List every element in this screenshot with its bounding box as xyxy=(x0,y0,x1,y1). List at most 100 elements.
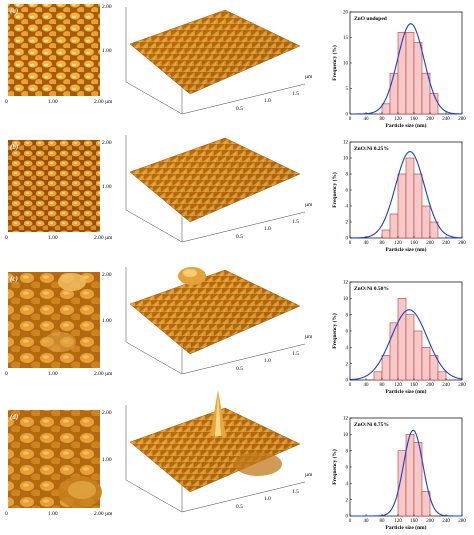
histogram-bar xyxy=(437,371,447,381)
y-tick-label: 0 xyxy=(346,113,349,118)
x-tick-label: 240 xyxy=(442,117,450,122)
afm-3d-peak xyxy=(215,394,221,436)
afm-2d-image xyxy=(8,4,100,96)
histogram-title: ZnO:Ni 0.25% xyxy=(354,146,389,152)
panel-label: (d) xyxy=(10,413,18,421)
afm-3d-axis xyxy=(181,343,306,375)
y-tick-label: 12 xyxy=(343,141,349,146)
x-tick-label: 160 xyxy=(410,519,418,524)
histogram-bar xyxy=(429,355,439,381)
x-axis-label: Particle size (nm) xyxy=(386,524,427,531)
x-tick-label: 120 xyxy=(394,383,402,388)
histogram-bar xyxy=(421,205,431,239)
afm-tick-label: µm xyxy=(305,74,313,80)
y-tick-label: 2 xyxy=(346,498,349,503)
afm-2d-panel: (d) 0 1.00 2.00 µm 2.00 1.00 xyxy=(5,410,113,517)
histogram-title: ZnO undoped xyxy=(354,16,387,22)
histogram-panel: 0 40 80 120 160 200 240 280 0 5 10 15 20 ZnO undoped P… xyxy=(331,11,466,129)
x-tick-label: 120 xyxy=(394,241,402,246)
x-tick-label: 160 xyxy=(410,117,418,122)
afm-tick-label: 0 xyxy=(5,511,8,517)
afm-2d-highlight xyxy=(44,332,76,352)
afm-tick-label: 0 xyxy=(5,371,8,377)
afm-tick-label: 1.5 xyxy=(292,91,299,97)
afm-2d-highlight xyxy=(58,273,86,291)
y-tick-label: 8 xyxy=(346,173,349,178)
x-tick-label: 240 xyxy=(442,241,450,246)
histogram-title: ZnO:Ni 0.75% xyxy=(354,422,389,428)
y-axis-label: Frequency (%) xyxy=(331,45,338,81)
y-tick-label: 6 xyxy=(346,466,349,471)
x-tick-label: 40 xyxy=(364,117,370,122)
afm-tick-label: 1.00 xyxy=(48,511,58,517)
afm-tick-label: 0 xyxy=(5,235,8,241)
x-tick-label: 200 xyxy=(426,383,434,388)
histogram-panel: 0 40 80 120 160 200 240 280 0 2 4 6 8 10 12 ZnO:Ni 0.25… xyxy=(331,141,466,253)
y-tick-label: 20 xyxy=(343,11,349,16)
x-tick-label: 200 xyxy=(426,241,434,246)
gaussian-fit-line xyxy=(350,23,463,115)
afm-3d-axis xyxy=(181,481,306,513)
y-tick-label: 6 xyxy=(346,330,349,335)
afm-tick-label: 2.00 xyxy=(102,4,112,10)
x-axis-label: Particle size (nm) xyxy=(386,122,427,129)
afm-tick-label: 1.5 xyxy=(292,219,299,225)
afm-3d-axis xyxy=(125,479,183,513)
afm-2d-image xyxy=(8,140,100,232)
y-tick-label: 5 xyxy=(346,87,349,92)
afm-tick-label: 0.5 xyxy=(236,504,243,510)
y-axis-label: Frequency (%) xyxy=(331,313,338,349)
afm-tick-label: 2.00 xyxy=(102,410,112,416)
afm-3d-shading xyxy=(130,408,300,492)
y-axis-label: Frequency (%) xyxy=(331,172,338,208)
afm-tick-label: µm xyxy=(305,472,313,478)
y-tick-label: 10 xyxy=(343,433,349,438)
afm-tick-label: 2.00 µm xyxy=(94,235,113,241)
afm-3d-shading xyxy=(130,270,300,354)
y-tick-label: 10 xyxy=(343,62,349,67)
gaussian-fit-line xyxy=(350,429,462,517)
x-tick-label: 120 xyxy=(394,519,402,524)
x-tick-label: 0 xyxy=(349,383,352,388)
x-tick-label: 0 xyxy=(349,519,352,524)
histogram-bar xyxy=(413,173,423,239)
histogram-bar xyxy=(405,32,415,115)
x-tick-label: 280 xyxy=(458,519,466,524)
histogram-panel: 0 40 80 120 160 200 240 280 0 2 4 6 8 10 12 ZnO:Ni 0.50… xyxy=(331,281,466,395)
afm-tick-label: 1.5 xyxy=(292,489,299,495)
y-tick-label: 10 xyxy=(343,157,349,162)
afm-2d-panel: (a) 0 1.00 2.00 µm 2.00 1.00 xyxy=(5,4,113,105)
afm-tick-label: µm xyxy=(305,334,313,340)
y-tick-label: 4 xyxy=(346,346,349,351)
y-tick-label: 0 xyxy=(346,515,349,520)
histogram-bar xyxy=(429,221,439,239)
afm-tick-label: 0.5 xyxy=(236,234,243,240)
afm-tick-label: 2.00 xyxy=(102,272,112,278)
x-tick-label: 280 xyxy=(458,383,466,388)
afm-tick-label: 1.00 xyxy=(102,457,112,463)
afm-tick-label: 0.5 xyxy=(236,366,243,372)
y-tick-label: 10 xyxy=(343,297,349,302)
histogram-bar xyxy=(397,32,407,115)
afm-3d-panel: 0.5 1.0 1.5 µm xyxy=(125,135,313,243)
histogram-bar xyxy=(405,157,415,239)
x-tick-label: 80 xyxy=(380,117,386,122)
afm-3d-panel: 0.5 1.0 1.5 µm xyxy=(125,390,313,513)
afm-tick-label: 1.0 xyxy=(264,496,271,502)
afm-3d-shading xyxy=(130,10,300,94)
afm-2d-highlight xyxy=(68,481,96,499)
afm-tick-label: 1.00 xyxy=(48,371,58,377)
gaussian-fit-line xyxy=(349,309,463,381)
afm-tick-label: 1.00 xyxy=(48,99,58,105)
y-tick-label: 8 xyxy=(346,313,349,318)
histogram-bar xyxy=(373,371,383,381)
x-tick-label: 280 xyxy=(458,241,466,246)
afm-tick-label: 0.5 xyxy=(236,106,243,112)
y-tick-label: 0 xyxy=(346,379,349,384)
afm-tick-label: 1.0 xyxy=(264,226,271,232)
afm-tick-label: 1.0 xyxy=(264,98,271,104)
x-tick-label: 160 xyxy=(410,383,418,388)
y-tick-label: 12 xyxy=(343,281,349,286)
histogram-bar xyxy=(397,298,407,381)
